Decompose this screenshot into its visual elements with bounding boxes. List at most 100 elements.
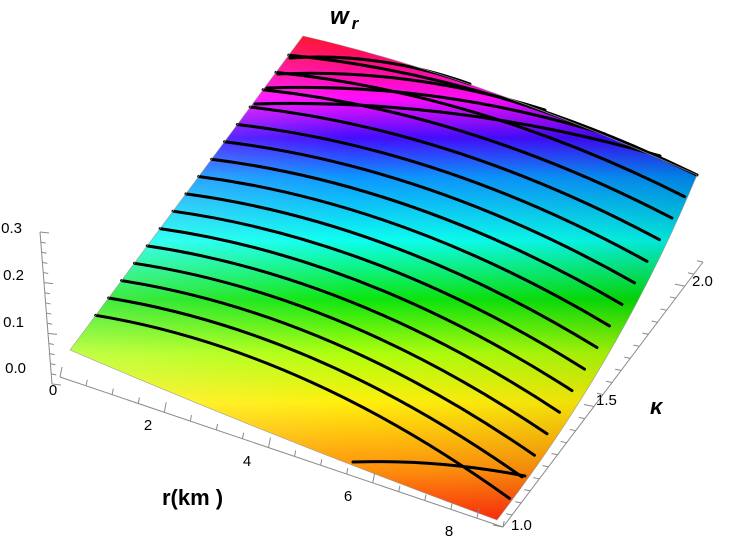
- tick-mark: [633, 344, 640, 347]
- tick-mark: [42, 261, 48, 264]
- contour-line: [210, 157, 624, 306]
- tick-mark: [674, 283, 685, 287]
- tick-mark: [372, 472, 376, 483]
- x-axis-line: [59, 376, 504, 528]
- x-tick-label: 4: [243, 453, 251, 470]
- contour-line: [235, 123, 649, 263]
- tick-mark: [44, 292, 50, 295]
- z-tick-label: 0.2: [3, 267, 24, 284]
- contour-line: [253, 101, 662, 158]
- tick-mark: [476, 508, 480, 519]
- tick-mark: [687, 272, 695, 275]
- tick-mark: [615, 368, 622, 371]
- contour-line: [171, 209, 586, 371]
- tick-mark: [39, 231, 50, 234]
- z-tick-label: 0.0: [5, 360, 26, 377]
- tick-mark: [51, 373, 57, 376]
- tick-mark: [43, 272, 49, 275]
- contour-line: [184, 192, 599, 349]
- contour-line: [265, 85, 607, 136]
- tick-mark: [502, 520, 505, 528]
- tick-mark: [560, 440, 567, 444]
- tick-mark: [43, 282, 54, 285]
- tick-mark: [524, 489, 531, 492]
- tick-labels: 0.0 0.1 0.2 0.3 0 2 4 6 8 1.0 1.5 2.0: [1, 220, 713, 540]
- axes: [39, 231, 704, 528]
- plot-title-main: w: [330, 3, 350, 30]
- z-tick-label: 0.3: [1, 220, 22, 237]
- tick-mark: [542, 465, 549, 468]
- y-axis-title: κ: [650, 394, 664, 419]
- plot-title-subscript: r: [352, 14, 360, 33]
- tick-mark: [320, 459, 323, 466]
- tick-mark: [47, 332, 58, 335]
- tick-mark: [47, 322, 53, 325]
- tick-mark: [51, 383, 62, 386]
- tick-mark: [551, 453, 558, 456]
- tick-mark: [241, 432, 245, 439]
- tick-mark: [583, 404, 595, 408]
- contour-lines: [94, 53, 699, 500]
- tick-mark: [111, 388, 114, 395]
- tick-mark: [605, 380, 613, 383]
- tick-mark: [651, 320, 658, 323]
- y-tick-label: 2.0: [692, 273, 713, 290]
- z-tick-label: 0.1: [3, 314, 24, 331]
- contour-line: [197, 175, 611, 328]
- tick-mark: [41, 251, 47, 254]
- contour-line: [223, 140, 636, 285]
- tick-mark: [533, 477, 540, 480]
- y-tick-label: 1.0: [511, 517, 532, 534]
- contour-line: [132, 261, 549, 436]
- contour-line: [351, 460, 527, 478]
- x-axis-title: r(km ): [162, 485, 223, 510]
- tick-mark: [45, 302, 51, 305]
- x-tick-label: 6: [344, 488, 352, 505]
- contour-line: [248, 105, 661, 242]
- tick-mark: [48, 342, 54, 345]
- x-tick-label: 0: [49, 382, 57, 399]
- tick-mark: [46, 312, 52, 315]
- surface-outline: [69, 35, 698, 521]
- tick-mark: [424, 494, 427, 501]
- tick-mark: [450, 503, 453, 510]
- contour-line: [274, 70, 686, 199]
- surface-shading: [70, 36, 697, 520]
- contour-line: [158, 227, 574, 393]
- z-axis-line: [39, 231, 53, 385]
- tick-mark: [596, 392, 604, 395]
- tick-mark: [569, 428, 576, 432]
- tick-mark: [215, 423, 219, 431]
- tick-mark: [515, 501, 522, 504]
- tick-mark: [642, 332, 649, 335]
- tick-mark: [59, 366, 63, 378]
- contour-line: [145, 244, 561, 414]
- tick-mark: [137, 397, 140, 404]
- tick-mark: [189, 415, 192, 422]
- tick-mark: [85, 379, 88, 386]
- x-tick-label: 2: [144, 417, 152, 434]
- contour-line: [107, 296, 524, 479]
- contour-line: [276, 71, 547, 112]
- tick-marks: [39, 231, 704, 528]
- tick-mark: [398, 485, 401, 492]
- tick-mark: [40, 241, 46, 244]
- tick-mark: [163, 402, 167, 413]
- tick-mark: [49, 353, 55, 356]
- tick-mark: [294, 450, 297, 457]
- tick-mark: [492, 524, 504, 528]
- contour-line: [94, 313, 511, 500]
- tick-mark: [669, 296, 676, 299]
- tick-mark: [267, 437, 271, 448]
- y-tick-label: 1.5: [596, 392, 617, 409]
- contour-line: [261, 88, 674, 220]
- contour-line: [120, 279, 536, 457]
- tick-mark: [50, 363, 56, 366]
- tick-mark: [346, 467, 349, 475]
- x-tick-label: 8: [445, 523, 453, 540]
- tick-mark: [624, 356, 631, 359]
- tick-mark: [505, 513, 513, 516]
